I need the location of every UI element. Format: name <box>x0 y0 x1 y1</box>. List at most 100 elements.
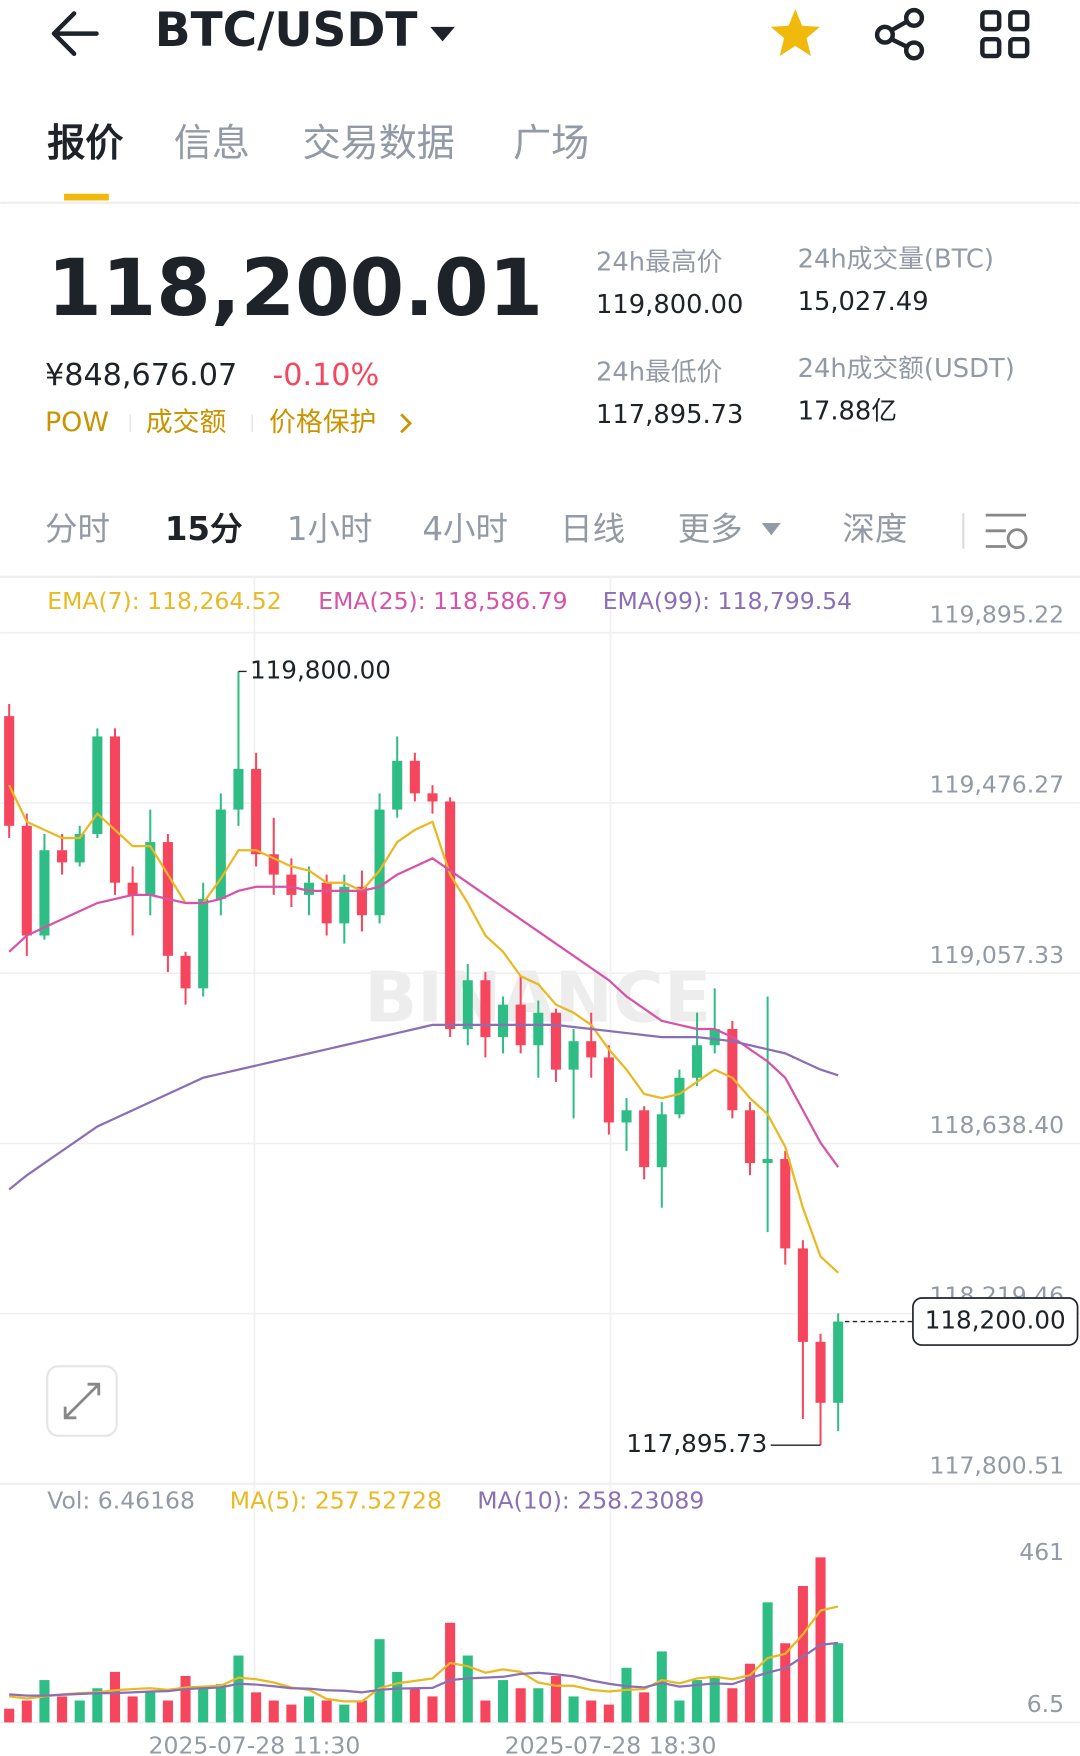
candle-body <box>251 768 262 855</box>
expand-button[interactable] <box>46 1365 118 1437</box>
candle-body <box>303 882 315 895</box>
volume-bar <box>57 1696 68 1723</box>
candle-body <box>233 768 244 810</box>
stat-value: 15,027.49 <box>798 287 929 317</box>
timeframe[interactable]: 分时 <box>45 510 110 548</box>
y-tick-label: 461 <box>1019 1538 1064 1566</box>
volume-bar <box>268 1700 279 1723</box>
candle-body <box>621 1110 632 1123</box>
back-button[interactable] <box>51 11 99 56</box>
candle-body <box>833 1321 844 1403</box>
timeframe[interactable]: 更多 <box>678 510 743 548</box>
stat-value: 17.88亿 <box>798 397 897 427</box>
volume-bar <box>251 1692 262 1723</box>
candle-body <box>639 1110 650 1168</box>
timeframe[interactable]: 4小时 <box>422 510 508 548</box>
low-annotation: 117,895.73 <box>626 1429 767 1458</box>
volume-label: Vol: 6.46168 <box>47 1486 195 1514</box>
volume-bar <box>780 1643 791 1723</box>
candle-body <box>268 854 279 875</box>
grid-menu[interactable] <box>980 10 1030 59</box>
volume-bar <box>74 1700 85 1723</box>
candle-body <box>109 736 121 883</box>
tab[interactable]: 信息 <box>174 121 250 165</box>
candle-body <box>392 760 403 810</box>
volume-bar <box>427 1696 438 1723</box>
volume-bar <box>762 1602 773 1723</box>
candle-body <box>709 1028 720 1046</box>
candle-body <box>462 980 473 1029</box>
volume-bar <box>498 1680 509 1723</box>
volume-bar <box>215 1684 226 1723</box>
favorite-star[interactable] <box>770 8 820 56</box>
chart-settings[interactable] <box>985 513 1028 550</box>
volume-bar <box>4 1708 15 1723</box>
tab[interactable]: 交易数据 <box>303 121 455 165</box>
candle-body <box>39 850 50 936</box>
candle-body <box>286 874 297 895</box>
volume-bar <box>586 1700 597 1723</box>
price-change: -0.10% <box>272 358 379 393</box>
tag[interactable]: 价格保护 <box>269 407 376 438</box>
tab[interactable]: 广场 <box>513 121 589 165</box>
candle-body <box>127 882 138 895</box>
share-button[interactable] <box>874 7 925 61</box>
candle-body <box>180 955 191 989</box>
timeframe[interactable]: 深度 <box>842 510 907 548</box>
last-price: 118,200.01 <box>47 243 543 334</box>
volume-label: MA(5): 257.52728 <box>230 1486 442 1514</box>
volume-bar <box>480 1700 491 1723</box>
stat-label: 24h最低价 <box>596 357 722 387</box>
volume-bar <box>621 1667 632 1723</box>
candle-body <box>374 809 385 916</box>
candle-body <box>215 809 226 899</box>
pair-title[interactable]: BTC/USDT <box>155 3 418 58</box>
ma-line <box>9 1605 839 1703</box>
candle-body <box>4 716 15 826</box>
candle-body <box>692 1045 703 1078</box>
candle-body <box>409 760 420 794</box>
ema-line <box>8 857 840 1168</box>
volume-bar <box>656 1651 667 1723</box>
volume-bar <box>39 1680 50 1723</box>
candle-body <box>427 793 438 802</box>
y-tick-label: 119,057.33 <box>930 941 1065 969</box>
ema-label: EMA(99): 118,799.54 <box>603 587 852 615</box>
volume-bar <box>815 1557 826 1723</box>
volume-bar <box>568 1696 579 1723</box>
volume-bar <box>21 1700 32 1723</box>
candle-body <box>356 886 367 916</box>
candle-body <box>780 1159 791 1249</box>
volume-bar <box>744 1663 756 1723</box>
candle-body <box>533 1012 544 1046</box>
candle-body <box>145 842 156 895</box>
candle-body <box>586 1041 597 1058</box>
ma-line <box>9 1641 839 1697</box>
chevron <box>400 413 413 434</box>
timeframe[interactable]: 1小时 <box>287 510 373 548</box>
volume-bar <box>639 1692 650 1723</box>
tag[interactable]: POW <box>45 407 109 438</box>
timeframe[interactable]: 15分 <box>165 510 243 548</box>
candle-body <box>198 898 209 989</box>
volume-bar <box>603 1704 614 1723</box>
last-price-box <box>912 1297 1079 1346</box>
timeframe[interactable]: 日线 <box>560 510 625 548</box>
volume-bar <box>303 1696 315 1723</box>
stat-value: 119,800.00 <box>596 290 743 320</box>
volume-bar <box>233 1655 244 1723</box>
y-tick-label: 6.5 <box>1027 1690 1064 1718</box>
tag[interactable]: 成交额 <box>146 407 227 438</box>
volume-bar <box>321 1700 332 1723</box>
volume-bar <box>709 1675 720 1723</box>
candle-body <box>815 1341 826 1403</box>
volume-bar <box>692 1680 703 1723</box>
tab[interactable]: 报价 <box>47 121 123 165</box>
pair-caret[interactable] <box>430 26 455 42</box>
volume-bar <box>674 1700 685 1723</box>
volume-bar <box>374 1639 385 1723</box>
candle-body <box>797 1248 808 1342</box>
volume-bar <box>356 1700 367 1723</box>
volume-bar <box>286 1704 297 1723</box>
volume-label: MA(10): 258.23089 <box>477 1486 704 1514</box>
